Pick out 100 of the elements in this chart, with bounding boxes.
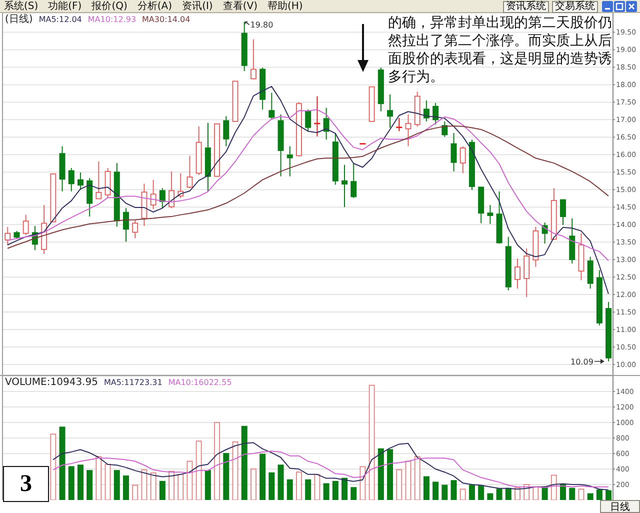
bar xyxy=(478,486,484,500)
bar xyxy=(314,474,320,500)
bar xyxy=(214,422,220,500)
bar xyxy=(414,456,420,500)
candlestick xyxy=(286,146,293,177)
candlestick xyxy=(214,123,220,177)
bar xyxy=(96,456,102,500)
bar xyxy=(350,487,357,500)
bar xyxy=(68,466,74,500)
bar xyxy=(59,426,66,500)
bar xyxy=(241,426,248,500)
candlestick xyxy=(405,114,412,147)
annotation: 的确，异常封单出现的第二天股价仍然拉出了第二个涨停。而实质上从后面股价的表现看，这是明显的造势诱多行为。 xyxy=(388,15,612,85)
bar xyxy=(122,475,129,500)
bar xyxy=(168,470,175,500)
bar xyxy=(505,488,512,500)
bar xyxy=(286,479,293,500)
bar xyxy=(405,460,412,500)
candlestick xyxy=(569,218,576,264)
candlestick xyxy=(232,80,238,122)
bar xyxy=(396,469,402,500)
text: MA10:16022.55 xyxy=(168,377,232,389)
candlestick xyxy=(96,160,102,200)
text: 报价(Q) xyxy=(92,0,128,13)
candlestick xyxy=(50,173,56,222)
bar xyxy=(496,488,502,500)
bar xyxy=(268,472,275,500)
annotation: 19.80 xyxy=(250,20,274,30)
bar xyxy=(278,464,284,500)
bar xyxy=(114,470,120,500)
text: MA10:12.93 xyxy=(88,14,136,26)
bar xyxy=(487,493,494,500)
bar xyxy=(223,453,230,500)
bar xyxy=(569,488,576,500)
bar xyxy=(532,486,539,500)
bar xyxy=(250,468,256,500)
bar xyxy=(260,454,266,500)
bar xyxy=(159,480,166,500)
text: 系统(S) xyxy=(4,0,38,13)
line-series xyxy=(52,442,609,490)
candlestick xyxy=(204,122,211,192)
bar xyxy=(550,474,557,500)
bar xyxy=(77,464,84,500)
bar xyxy=(296,472,302,500)
bar xyxy=(332,480,338,500)
candlestick xyxy=(450,132,457,172)
candlestick xyxy=(478,186,484,224)
bar xyxy=(468,484,475,500)
chart-title: (日线) xyxy=(5,14,33,26)
bar xyxy=(204,470,211,500)
text: 帮助(H) xyxy=(267,0,303,13)
bar xyxy=(323,483,330,500)
bar xyxy=(606,490,612,500)
text: 交易系统 xyxy=(552,0,598,12)
candlestick xyxy=(86,178,93,218)
candlestick xyxy=(532,226,539,268)
bar xyxy=(450,480,457,500)
candlestick xyxy=(122,208,129,242)
bar xyxy=(596,489,602,500)
bar xyxy=(305,479,312,500)
bar xyxy=(514,487,520,500)
bar xyxy=(587,493,594,500)
bar xyxy=(560,484,566,500)
line-series xyxy=(52,450,609,488)
text: 查看(V) xyxy=(222,0,258,13)
text: 日线 xyxy=(610,500,630,513)
chart-title: VOLUME:10943.95 xyxy=(5,377,98,389)
text: MA5:11723.31 xyxy=(104,377,162,389)
text: 分析(A) xyxy=(137,0,172,13)
bar xyxy=(132,484,138,500)
bar xyxy=(104,464,111,500)
bar xyxy=(432,482,439,500)
candlestick xyxy=(59,146,66,192)
bar xyxy=(578,488,584,500)
text: 功能(F) xyxy=(48,0,82,13)
text: 3 xyxy=(20,470,32,498)
text: MA5:12.04 xyxy=(38,14,82,26)
candlestick xyxy=(342,164,348,208)
bar xyxy=(378,448,384,500)
text: MA30:14.04 xyxy=(142,14,190,26)
bar xyxy=(178,474,184,500)
bar xyxy=(460,488,466,500)
bar xyxy=(150,472,156,500)
text: 资讯(I) xyxy=(182,0,213,13)
bar xyxy=(387,449,394,500)
candlestick xyxy=(578,232,584,281)
line-series xyxy=(7,86,609,294)
text: 资讯系统 xyxy=(503,0,549,12)
candlestick xyxy=(387,94,394,128)
annotation: 10.09 xyxy=(570,357,594,366)
bar xyxy=(542,486,548,500)
bar xyxy=(360,466,366,500)
line-series xyxy=(7,125,609,249)
bar xyxy=(186,460,193,500)
candlestick xyxy=(323,107,330,140)
bar xyxy=(196,440,202,500)
bar xyxy=(86,470,93,500)
candlestick xyxy=(368,86,375,122)
bar xyxy=(368,384,375,500)
candlestick xyxy=(514,258,520,290)
